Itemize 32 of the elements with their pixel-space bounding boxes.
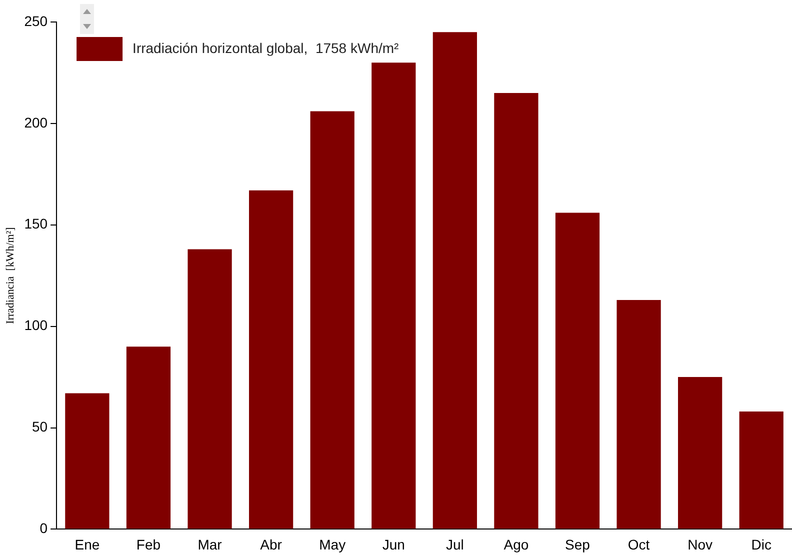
y-tick-label: 200 bbox=[24, 114, 48, 130]
bar bbox=[188, 249, 232, 529]
x-tick-label: Dic bbox=[751, 536, 772, 552]
y-tick-label: 50 bbox=[32, 418, 48, 435]
x-tick-label: May bbox=[319, 536, 346, 552]
bar bbox=[555, 212, 600, 529]
x-tick-label: Ago bbox=[504, 536, 529, 552]
bar bbox=[616, 300, 661, 529]
x-tick-label: Sep bbox=[565, 536, 590, 552]
x-tick-label: Feb bbox=[136, 536, 161, 552]
x-tick-label: Jul bbox=[446, 536, 464, 552]
x-tick-label: Mar bbox=[198, 536, 222, 552]
bar bbox=[65, 393, 110, 529]
x-tick-label: Ene bbox=[74, 536, 100, 552]
bar bbox=[678, 377, 722, 529]
y-tick-label: 100 bbox=[24, 317, 48, 334]
x-tick-label: Abr bbox=[260, 536, 282, 552]
bar bbox=[372, 62, 416, 529]
y-tick-label: 250 bbox=[24, 12, 48, 29]
y-tick-label: 150 bbox=[24, 216, 48, 232]
x-tick-label: Oct bbox=[628, 536, 650, 552]
x-tick-label: Jun bbox=[382, 536, 405, 552]
bar bbox=[126, 346, 171, 529]
x-tick-label: Nov bbox=[688, 536, 713, 552]
bar bbox=[310, 111, 354, 529]
bar bbox=[432, 32, 477, 529]
legend-label: Irradiación horizontal global, 1758 kWh/m² bbox=[132, 40, 400, 56]
bar bbox=[249, 190, 294, 529]
y-tick-label: 0 bbox=[40, 520, 48, 536]
bar bbox=[494, 93, 538, 529]
y-axis-title: Irradiancia [kWh/m²] bbox=[4, 227, 16, 324]
bar bbox=[739, 412, 784, 529]
